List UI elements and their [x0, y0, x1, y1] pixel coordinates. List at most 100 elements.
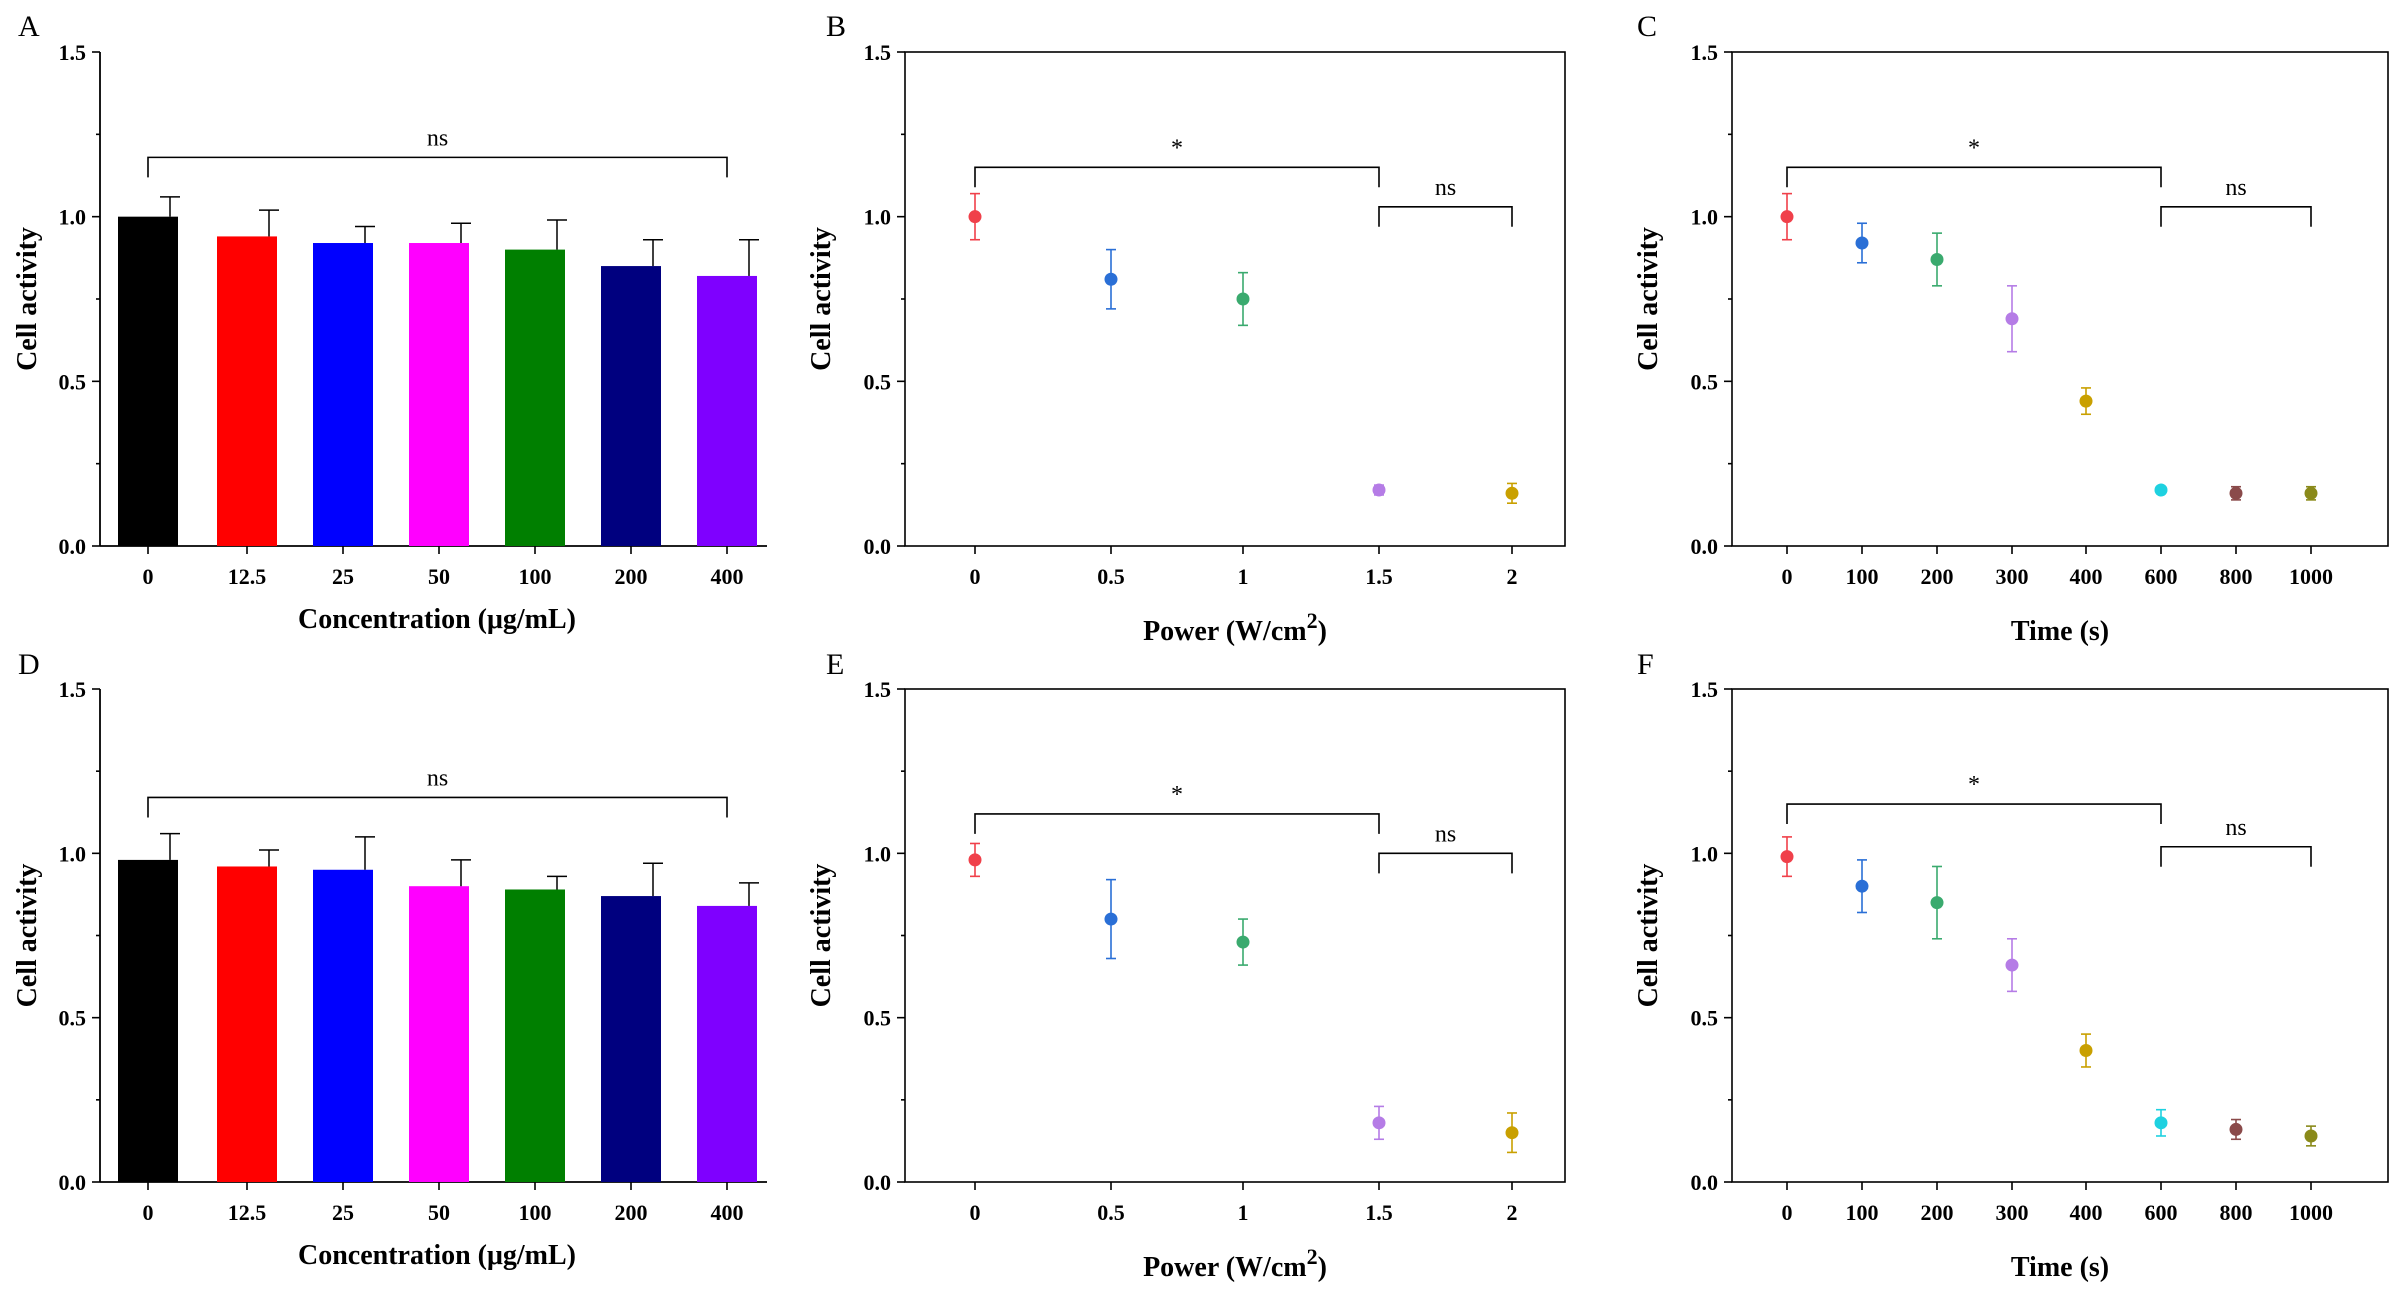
- panel-letter: E: [826, 648, 844, 681]
- significance-label: *: [1968, 772, 1980, 798]
- x-tick-label: 0: [970, 564, 981, 589]
- data-point: [968, 210, 982, 224]
- significance-label: *: [1968, 135, 1980, 161]
- data-point: [2304, 1129, 2318, 1143]
- x-tick-label: 1.5: [1365, 564, 1393, 589]
- data-point: [2005, 958, 2019, 972]
- x-tick-label: 300: [1996, 1200, 2029, 1225]
- data-point: [1855, 236, 1869, 250]
- x-tick-label: 0: [1782, 564, 1793, 589]
- y-axis-label: Cell activity: [806, 864, 837, 1008]
- plot-frame: [1731, 688, 2389, 1183]
- y-tick-label: 0.5: [1691, 369, 1719, 394]
- bar: [409, 243, 469, 546]
- x-tick-label: 2: [1507, 564, 1518, 589]
- x-tick-label: 0: [143, 564, 154, 589]
- x-tick-label: 100: [519, 1200, 552, 1225]
- panel-d: D 0.0 0.5 1.0 1.5 0 12.5 25 50 100 200 400 Cell acti…: [12, 648, 767, 1271]
- x-tick-label: 1.5: [1365, 1200, 1393, 1225]
- significance-bracket: [1786, 803, 2162, 825]
- panel-letter: F: [1637, 648, 1654, 681]
- x-axis-label: Power (W/cm2): [1143, 608, 1327, 647]
- x-tick-label: 0: [1782, 1200, 1793, 1225]
- data-point: [2229, 486, 2243, 500]
- y-tick-label: 0.0: [1691, 1170, 1719, 1195]
- x-axis-label: Concentration (μg/mL): [298, 604, 576, 635]
- data-point: [1780, 210, 1794, 224]
- significance-bracket: [147, 156, 728, 178]
- x-tick-label: 12.5: [228, 1200, 267, 1225]
- data-point: [1372, 483, 1386, 497]
- y-tick-label: 1.5: [864, 677, 892, 702]
- significance-bracket: [2160, 845, 2312, 867]
- x-tick-label: 100: [519, 564, 552, 589]
- panel-a: A 0.0 0.5 1.0 1.5 0 12.5 25 50 100 200 400 Cell acti…: [12, 10, 767, 635]
- data-point: [2079, 394, 2093, 408]
- x-axis-label-text: Time (s): [2011, 1252, 2109, 1283]
- panel-letter: D: [18, 648, 40, 681]
- y-tick-label: 0.0: [59, 1170, 87, 1195]
- data-point: [1505, 486, 1519, 500]
- x-axis-label-text: Time (s): [2011, 616, 2109, 647]
- x-tick-label: 100: [1846, 564, 1879, 589]
- y-tick-label: 1.0: [864, 205, 892, 230]
- data-point: [2154, 1116, 2168, 1130]
- x-axis-label-superscript: 2: [1307, 1244, 1318, 1269]
- plot-frame: [904, 688, 1566, 1183]
- x-tick-label: 0: [970, 1200, 981, 1225]
- y-tick-label: 1.0: [59, 205, 87, 230]
- x-tick-label: 400: [711, 564, 744, 589]
- data-point: [2079, 1044, 2093, 1058]
- data-point: [1930, 896, 1944, 910]
- significance-label: *: [1171, 782, 1183, 808]
- y-tick-label: 1.5: [864, 40, 892, 65]
- x-tick-label: 25: [332, 1200, 354, 1225]
- y-tick-label: 0.0: [59, 534, 87, 559]
- y-tick-label: 0.0: [1691, 534, 1719, 559]
- x-tick-label: 0: [143, 1200, 154, 1225]
- y-tick-label: 0.5: [1691, 1006, 1719, 1031]
- x-tick-label: 1: [1238, 1200, 1249, 1225]
- data-point: [1372, 1116, 1386, 1130]
- x-axis-label-text: Concentration (μg/mL): [298, 604, 576, 635]
- data-point: [2229, 1122, 2243, 1136]
- data-point: [1855, 879, 1869, 893]
- y-tick-label: 1.0: [59, 841, 87, 866]
- x-tick-label: 50: [428, 1200, 450, 1225]
- x-tick-label: 800: [2220, 1200, 2253, 1225]
- x-axis-label: Concentration (μg/mL): [298, 1240, 576, 1271]
- significance-bracket: [1378, 205, 1513, 227]
- x-tick-label: 2: [1507, 1200, 1518, 1225]
- x-tick-label: 1000: [2289, 564, 2333, 589]
- panel-letter: B: [826, 10, 846, 43]
- plot-frame: [1731, 51, 2389, 547]
- x-tick-label: 100: [1846, 1200, 1879, 1225]
- bar: [697, 905, 757, 1182]
- y-tick-label: 0.5: [59, 369, 87, 394]
- plot-frame: [904, 51, 1566, 547]
- x-axis-label-text: Power (W/cm: [1143, 616, 1307, 647]
- y-axis-label: Cell activity: [1633, 227, 1664, 371]
- panel-letter: C: [1637, 10, 1657, 43]
- significance-label: ns: [2225, 175, 2246, 201]
- significance-bracket: [147, 796, 728, 818]
- data-point: [1780, 850, 1794, 864]
- bar: [697, 275, 757, 546]
- significance-label: *: [1171, 135, 1183, 161]
- bar: [118, 859, 178, 1182]
- bar: [409, 886, 469, 1182]
- bar: [313, 869, 373, 1182]
- y-tick-label: 1.5: [59, 40, 87, 65]
- panel-f: F 0.0 0.5 1.0 1.5 0 100 200 300 400 600 800 1000 Cell…: [1633, 648, 2389, 1283]
- bar: [118, 216, 178, 546]
- x-tick-label: 800: [2220, 564, 2253, 589]
- x-tick-label: 600: [2145, 564, 2178, 589]
- y-tick-label: 1.5: [59, 677, 87, 702]
- panel-b: B 0.0 0.5 1.0 1.5 0 0.5 1 1.5 2 Cell activity Power…: [806, 10, 1566, 647]
- data-point: [2154, 483, 2168, 497]
- data-point: [2304, 486, 2318, 500]
- y-tick-label: 1.0: [864, 841, 892, 866]
- bar: [505, 889, 565, 1182]
- x-axis-label-text: Concentration (μg/mL): [298, 1240, 576, 1271]
- y-axis-label: Cell activity: [12, 864, 43, 1008]
